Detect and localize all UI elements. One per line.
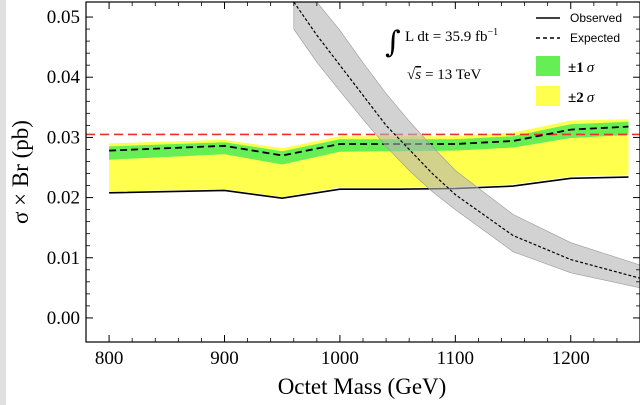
- y-tick-label: 0.01: [47, 248, 80, 269]
- x-tick-label: 800: [95, 348, 124, 369]
- y-tick-label: 0.02: [47, 188, 80, 209]
- x-tick-label: 900: [210, 348, 239, 369]
- x-tick-label: 1100: [437, 348, 474, 369]
- legend-two-sigma-label: ±2 σ: [568, 90, 595, 106]
- theory-band: [293, 2, 640, 289]
- integral-sign: ∫: [385, 25, 401, 60]
- y-tick-label: 0.05: [47, 7, 80, 28]
- luminosity-text: L dt = 35.9 fb−1: [405, 27, 498, 45]
- legend: Observed Expected ±1 σ ±2 σ: [536, 11, 622, 106]
- legend-one-sigma-label: ±1 σ: [568, 60, 595, 76]
- legend-expected-label: Expected: [570, 31, 620, 45]
- legend-two-sigma-swatch: [536, 86, 560, 106]
- legend-observed-label: Observed: [570, 11, 622, 25]
- x-tick-label: 1200: [552, 348, 590, 369]
- energy-annotation: √s = 13 TeV: [407, 67, 482, 83]
- y-tick-label: 0.00: [47, 308, 80, 329]
- x-tick-label: 1000: [321, 348, 359, 369]
- theory-line: [293, 2, 640, 279]
- luminosity-annotation: ∫ L dt = 35.9 fb−1: [385, 25, 498, 60]
- x-axis-title: Octet Mass (GeV): [278, 374, 447, 399]
- y-tick-label: 0.04: [47, 67, 81, 88]
- energy-text: √s = 13 TeV: [407, 67, 482, 83]
- y-axis-title: σ × Br (pb): [8, 120, 33, 224]
- left-edge-strip: [0, 0, 6, 405]
- plot-area: [86, 2, 640, 289]
- one-sigma-band: [109, 121, 629, 165]
- legend-one-sigma-swatch: [536, 56, 560, 76]
- y-tick-label: 0.03: [47, 127, 80, 148]
- observed-line: [109, 176, 629, 200]
- axes: 800 900 1000 1100 1200 0.00 0.01 0.02 0.03 0.04 0.…: [47, 2, 640, 369]
